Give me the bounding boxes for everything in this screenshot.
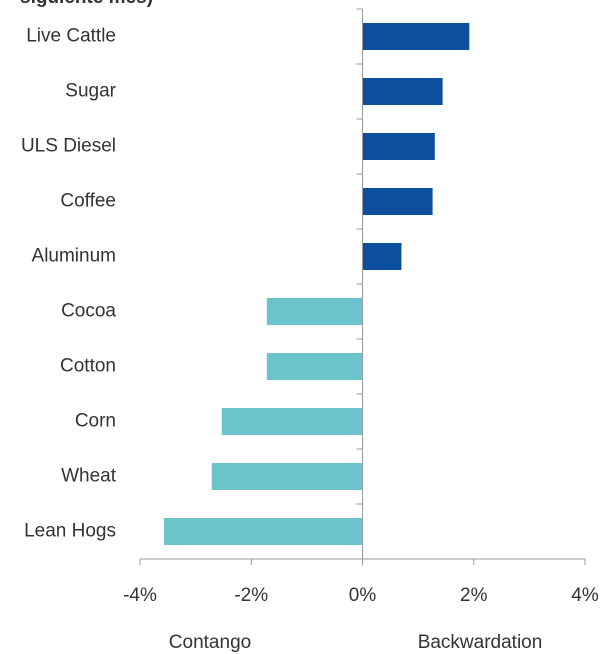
y-tick-label: Sugar — [65, 81, 116, 102]
x-tick-label: 0% — [349, 585, 377, 606]
bar — [362, 23, 470, 50]
x-tick-label: 4% — [571, 585, 599, 606]
x-tick-label: -2% — [234, 585, 268, 606]
bar — [362, 133, 435, 160]
y-tick-label: Lean Hogs — [24, 521, 116, 542]
y-tick-label: Cotton — [60, 356, 116, 377]
y-tick-label: ULS Diesel — [21, 136, 116, 157]
chart-title: siguiente mes) — [20, 0, 153, 8]
bar — [221, 408, 363, 435]
bar — [163, 518, 363, 545]
bar — [211, 463, 363, 490]
y-tick-label: Aluminum — [32, 246, 116, 267]
y-tick-label: Cocoa — [61, 301, 116, 322]
x-tick-label: -4% — [123, 585, 157, 606]
bar — [266, 298, 363, 325]
y-tick-label: Wheat — [61, 466, 117, 487]
annotation: Contango — [169, 632, 251, 653]
y-tick-label: Coffee — [60, 191, 116, 212]
x-tick-label: 2% — [460, 585, 488, 606]
bar — [266, 353, 363, 380]
bar — [362, 78, 443, 105]
y-tick-label: Live Cattle — [26, 26, 116, 47]
bar — [362, 243, 402, 270]
bar — [362, 188, 433, 215]
annotation: Backwardation — [418, 632, 543, 653]
y-tick-label: Corn — [75, 411, 116, 432]
